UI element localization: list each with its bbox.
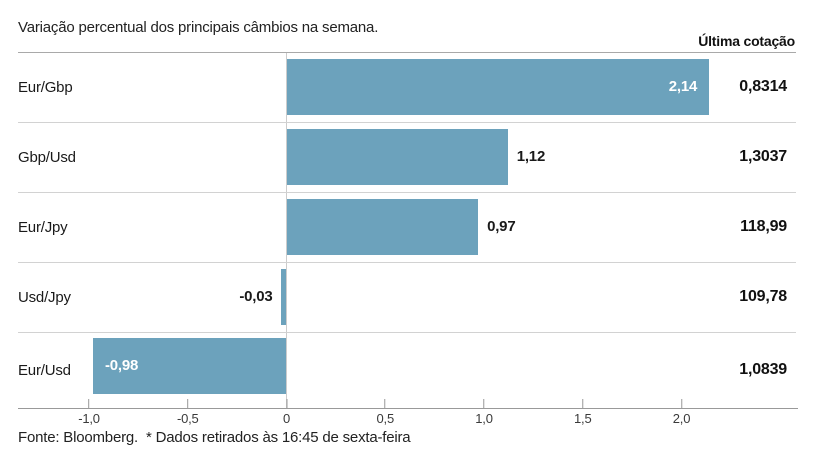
chart-row: Eur/Jpy 0,97 118,99 (0, 192, 817, 262)
x-axis-line (18, 408, 798, 409)
currency-pair-label: Usd/Jpy (18, 288, 71, 306)
x-axis-tick: -0,5 (177, 399, 199, 426)
x-axis-tick: 1,0 (475, 399, 493, 426)
last-quote-value: 0,8314 (739, 78, 787, 95)
tick-mark (680, 399, 682, 408)
tick-mark (384, 399, 386, 408)
tick-label: -0,5 (176, 411, 199, 426)
tick-label: 2,0 (672, 411, 691, 426)
currency-pair-label: Eur/Jpy (18, 218, 68, 236)
x-axis-tick: -1,0 (78, 399, 100, 426)
currency-pair-label: Eur/Gbp (18, 78, 73, 96)
last-quote-value: 1,0839 (739, 361, 787, 378)
note-text: * Dados retirados às 16:45 de sexta-feir… (146, 429, 411, 446)
row-divider (18, 332, 796, 333)
last-quote-column-header: Última cotação (698, 33, 795, 49)
chart-row: Eur/Usd -0,98 1,0839 (0, 332, 817, 408)
row-divider (18, 262, 796, 263)
change-bar (280, 269, 287, 325)
change-value-label: 0,97 (487, 218, 516, 235)
change-bar (286, 199, 479, 255)
row-divider (18, 122, 796, 123)
tick-label: 0 (282, 411, 291, 426)
chart-row: Eur/Gbp 2,14 0,8314 (0, 52, 817, 122)
tick-label: -1,0 (78, 411, 100, 426)
chart-row: Usd/Jpy -0,03 109,78 (0, 262, 817, 332)
chart-footer: Fonte: Bloomberg. * Dados retirados às 1… (18, 429, 411, 446)
currency-pair-label: Eur/Usd (18, 361, 71, 379)
tick-mark (582, 399, 584, 408)
change-bar (286, 59, 710, 115)
last-quote-value: 118,99 (740, 218, 787, 235)
tick-mark (286, 399, 287, 408)
change-bar (286, 129, 508, 185)
header-divider (18, 52, 796, 53)
tick-mark (88, 399, 90, 408)
x-axis-tick: 0 (283, 399, 290, 426)
change-value-label: 1,12 (516, 148, 546, 165)
chart-row: Gbp/Usd 1,12 1,3037 (0, 122, 817, 192)
change-value-label: -0,98 (104, 357, 139, 374)
tick-label: 1,0 (475, 411, 493, 426)
source-text: Fonte: Bloomberg. (18, 429, 138, 446)
last-quote-value: 109,78 (739, 288, 787, 305)
chart-title: Variação percentual dos principais câmbi… (18, 19, 379, 36)
change-value-label: 2,14 (668, 78, 698, 95)
x-axis-tick: 0,5 (377, 399, 394, 426)
tick-label: 1,5 (574, 411, 592, 426)
x-axis-tick: 2,0 (673, 399, 690, 426)
last-quote-value: 1,3037 (739, 148, 787, 165)
currency-pair-label: Gbp/Usd (18, 148, 76, 166)
tick-label: 0,5 (376, 411, 395, 426)
x-axis-tick: 1,5 (574, 399, 592, 426)
row-divider (18, 192, 796, 193)
tick-mark (483, 399, 485, 408)
change-value-label: -0,03 (239, 288, 273, 305)
tick-mark (187, 399, 189, 408)
change-bar (92, 338, 287, 394)
